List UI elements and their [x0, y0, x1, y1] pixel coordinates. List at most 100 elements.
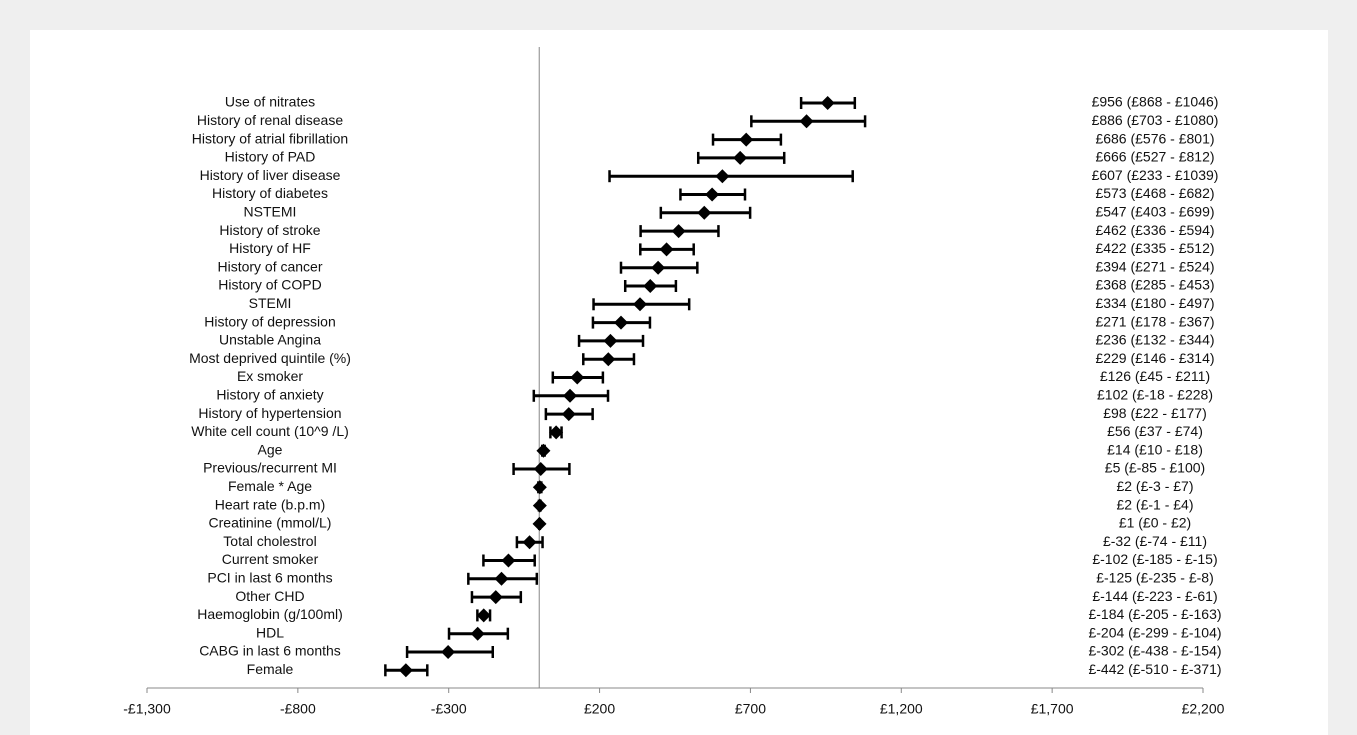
- value-label: £462 (£336 - £594): [1095, 222, 1214, 238]
- x-tick-label: £700: [735, 701, 766, 717]
- value-label: £-302 (£-438 - £-154): [1088, 643, 1221, 659]
- point-estimate: [671, 224, 686, 239]
- row-label: Haemoglobin (g/100ml): [197, 606, 343, 622]
- point-estimate: [536, 443, 551, 458]
- row-label: Current smoker: [222, 551, 319, 567]
- row-label: Other CHD: [235, 588, 304, 604]
- point-estimate: [705, 187, 720, 202]
- point-estimate: [739, 132, 754, 147]
- value-label: £-102 (£-185 - £-15): [1092, 551, 1217, 567]
- value-label: £334 (£180 - £497): [1095, 295, 1214, 311]
- point-estimate: [651, 260, 666, 275]
- point-estimate: [532, 498, 547, 513]
- value-label: £-125 (£-235 - £-8): [1096, 570, 1214, 586]
- row-label: History of hypertension: [198, 405, 341, 421]
- row-label: History of liver disease: [200, 167, 341, 183]
- value-label: £368 (£285 - £453): [1095, 277, 1214, 293]
- value-label: £14 (£10 - £18): [1107, 441, 1203, 457]
- value-label: £1 (£0 - £2): [1119, 515, 1191, 531]
- row-label: PCI in last 6 months: [207, 570, 332, 586]
- value-label: £422 (£335 - £512): [1095, 240, 1214, 256]
- row-label: History of HF: [229, 240, 311, 256]
- row-label: NSTEMI: [244, 204, 297, 220]
- point-estimate: [441, 645, 456, 659]
- x-tick-label: -£1,300: [123, 701, 171, 717]
- row-label: Total cholestrol: [223, 533, 316, 549]
- value-label: £271 (£178 - £367): [1095, 313, 1214, 329]
- point-estimate: [799, 114, 814, 129]
- value-label: £-32 (£-74 - £11): [1103, 533, 1207, 549]
- point-estimate: [601, 352, 616, 367]
- row-label: Ex smoker: [237, 368, 303, 384]
- row-label: Age: [258, 441, 283, 457]
- point-estimate: [488, 590, 503, 605]
- value-label: £956 (£868 - £1046): [1092, 94, 1219, 110]
- point-estimate: [697, 205, 712, 220]
- value-label: £2 (£-1 - £4): [1116, 496, 1193, 512]
- value-label: £-184 (£-205 - £-163): [1088, 606, 1221, 622]
- row-label: History of COPD: [218, 277, 321, 293]
- point-estimate: [533, 462, 548, 476]
- value-label: £573 (£468 - £682): [1095, 185, 1214, 201]
- value-label: £236 (£132 - £344): [1095, 332, 1214, 348]
- point-estimate: [659, 242, 674, 257]
- row-label: STEMI: [249, 295, 292, 311]
- x-tick-label: £2,200: [1182, 701, 1225, 717]
- row-label: HDL: [256, 624, 284, 640]
- row-label: Previous/recurrent MI: [203, 460, 337, 476]
- row-label: History of depression: [204, 313, 336, 329]
- row-label: History of diabetes: [212, 185, 328, 201]
- row-label: History of anxiety: [216, 387, 323, 403]
- point-estimate: [613, 315, 628, 330]
- row-label: Female * Age: [228, 478, 312, 494]
- row-label: History of cancer: [217, 258, 322, 274]
- point-estimate: [563, 388, 578, 403]
- value-label: £-204 (£-299 - £-104): [1088, 624, 1221, 640]
- row-label: White cell count (10^9 /L): [191, 423, 349, 439]
- panel: [30, 30, 1328, 735]
- value-label: £56 (£37 - £74): [1107, 423, 1203, 439]
- row-label: History of stroke: [219, 222, 320, 238]
- point-estimate: [398, 663, 413, 678]
- point-estimate: [494, 571, 509, 586]
- value-label: £2 (£-3 - £7): [1116, 478, 1193, 494]
- row-label: Unstable Angina: [219, 332, 321, 348]
- value-label: £547 (£403 - £699): [1095, 204, 1214, 220]
- point-estimate: [532, 480, 547, 495]
- point-estimate: [470, 626, 485, 641]
- row-label: History of PAD: [225, 149, 316, 165]
- point-estimate: [549, 425, 564, 440]
- value-label: £126 (£45 - £211): [1100, 368, 1210, 384]
- value-label: £-442 (£-510 - £-371): [1088, 661, 1221, 677]
- point-estimate: [633, 297, 648, 312]
- row-label: Creatinine (mmol/L): [209, 515, 332, 531]
- value-label: £394 (£271 - £524): [1095, 258, 1214, 274]
- point-estimate: [561, 407, 576, 422]
- point-estimate: [501, 553, 516, 568]
- value-label: £98 (£22 - £177): [1103, 405, 1207, 421]
- value-label: £5 (£-85 - £100): [1105, 460, 1205, 476]
- point-estimate: [715, 169, 730, 184]
- x-tick-label: £1,700: [1031, 701, 1074, 717]
- value-label: £229 (£146 - £314): [1095, 350, 1214, 366]
- x-tick-label: -£800: [280, 701, 316, 717]
- value-label: £886 (£703 - £1080): [1092, 112, 1219, 128]
- row-label: Use of nitrates: [225, 94, 315, 110]
- row-label: Heart rate (b.p.m): [215, 496, 325, 512]
- x-tick-label: -£300: [431, 701, 467, 717]
- x-tick-label: £1,200: [880, 701, 923, 717]
- point-estimate: [522, 535, 537, 550]
- row-label: History of renal disease: [197, 112, 344, 128]
- value-label: £-144 (£-223 - £-61): [1092, 588, 1217, 604]
- point-estimate: [603, 333, 618, 348]
- point-estimate: [532, 516, 547, 531]
- row-label: History of atrial fibrillation: [192, 130, 348, 146]
- point-estimate: [733, 150, 748, 165]
- value-label: £666 (£527 - £812): [1095, 149, 1214, 165]
- row-label: CABG in last 6 months: [199, 643, 341, 659]
- point-estimate: [643, 279, 658, 293]
- value-label: £686 (£576 - £801): [1095, 130, 1214, 146]
- x-tick-label: £200: [584, 701, 615, 717]
- value-label: £102 (£-18 - £228): [1097, 387, 1213, 403]
